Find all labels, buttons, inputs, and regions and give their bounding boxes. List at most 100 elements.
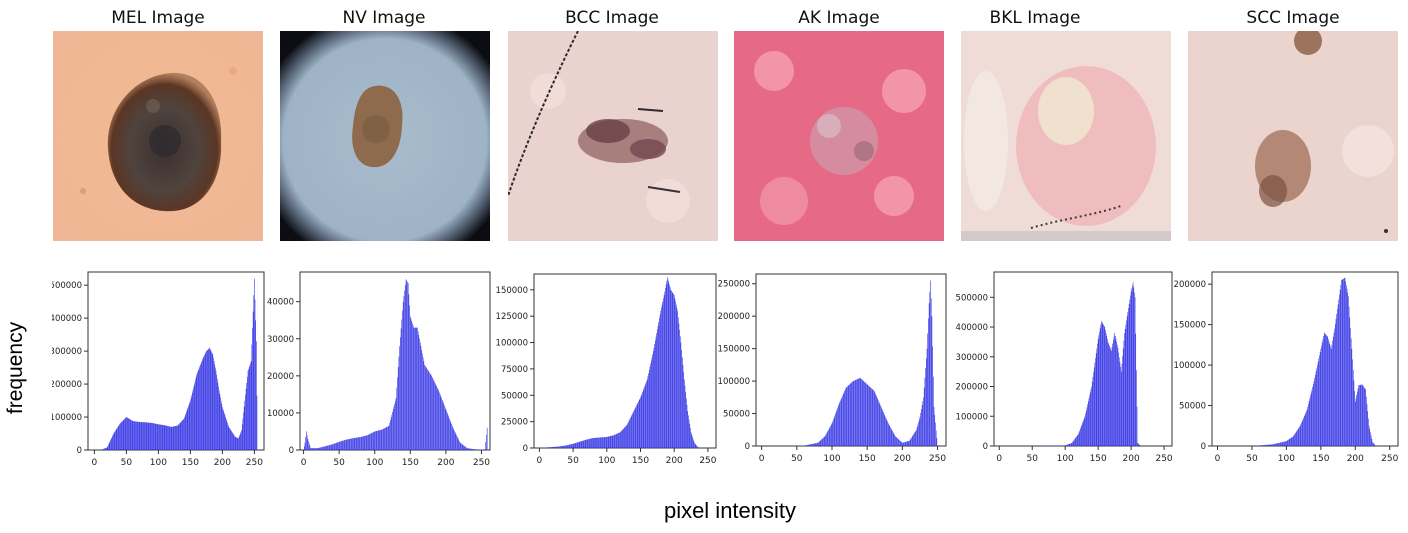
bar-mel-202	[223, 411, 224, 450]
bar-bkl-109	[1070, 443, 1072, 446]
bar-nv-240	[474, 449, 475, 450]
bar-nv-44	[334, 443, 336, 450]
bar-mel-22	[108, 444, 109, 450]
bar-bcc-69	[585, 439, 587, 448]
bar-mel-246	[251, 344, 253, 450]
bar-mel-91	[152, 423, 153, 450]
bar-nv-151	[410, 318, 412, 450]
bar-mel-85	[148, 422, 150, 450]
bar-bkl-174	[1113, 336, 1115, 446]
hist-panel-scc: 0 50 100 150 200 250 0 50000 100000 150000 200000	[1172, 268, 1400, 482]
bar-bcc-224	[690, 427, 691, 448]
bar-ak-143	[861, 379, 863, 446]
bar-nv-24	[320, 447, 321, 450]
bar-nv-107	[379, 430, 380, 450]
bar-bcc-103	[608, 436, 610, 448]
bar-ak-192	[896, 437, 898, 446]
bar-mel-252	[255, 320, 256, 450]
bar-nv-255	[484, 449, 486, 450]
y-tick-label-bkl-400000: 400000	[956, 323, 988, 333]
bar-scc-149	[1319, 352, 1321, 446]
bar-nv-99	[373, 431, 375, 450]
bar-nv-118	[387, 426, 388, 450]
bar-ak-225	[919, 416, 921, 446]
bar-ak-190	[895, 436, 896, 446]
bar-bcc-225	[690, 432, 692, 448]
bar-bcc-75	[589, 438, 591, 448]
bar-mel-170	[202, 357, 204, 450]
x-tick-label-bkl-50: 50	[1027, 454, 1039, 464]
bar-mel-34	[115, 429, 117, 450]
bar-nv-30	[324, 446, 326, 450]
bar-mel-100	[158, 424, 159, 450]
bar-bkl-210	[1137, 443, 1139, 446]
bar-ak-142	[861, 379, 862, 446]
bar-scc-69	[1264, 444, 1266, 446]
bar-ak-175	[884, 415, 886, 446]
bar-scc-204	[1357, 388, 1359, 446]
bar-mel-221	[235, 437, 237, 450]
bar-mel-250	[254, 278, 255, 450]
bar-nv-110	[381, 429, 383, 450]
bar-nv-45	[335, 443, 336, 450]
bar-bkl-162	[1105, 332, 1107, 446]
bar-ak-179	[887, 421, 888, 446]
bar-scc-73	[1267, 444, 1269, 446]
bar-nv-129	[395, 400, 396, 450]
bar-scc-173	[1336, 314, 1337, 446]
bar-nv-193	[440, 396, 442, 450]
bar-bcc-21	[553, 446, 554, 448]
bar-ak-189	[894, 434, 895, 446]
bar-ak-214	[911, 436, 913, 446]
bar-scc-225	[1372, 441, 1373, 446]
bar-bcc-171	[654, 344, 655, 448]
bar-scc-72	[1266, 444, 1268, 446]
bar-bcc-26	[556, 446, 558, 448]
bar-mel-160	[196, 374, 198, 450]
bar-scc-80	[1272, 444, 1273, 446]
bar-bcc-31	[559, 446, 561, 448]
y-tick-label-scc-50000: 50000	[1179, 402, 1206, 412]
bar-scc-66	[1262, 445, 1264, 446]
bar-nv-141	[403, 296, 405, 450]
bar-mel-201	[222, 409, 224, 450]
bar-bkl-152	[1099, 331, 1100, 446]
bar-bcc-67	[584, 440, 585, 448]
bar-bcc-184	[663, 298, 664, 448]
bar-mel-137	[181, 420, 183, 450]
bar-nv-22	[318, 447, 320, 450]
bar-scc-227	[1373, 443, 1375, 446]
bar-nv-71	[353, 438, 355, 450]
bar-nv-148	[408, 294, 410, 450]
bar-mel-69	[138, 421, 139, 450]
bar-bkl-120	[1078, 434, 1079, 446]
bar-nv-227	[464, 446, 466, 450]
bar-mel-90	[151, 422, 153, 450]
bar-nv-180	[431, 375, 432, 450]
bar-nv-19	[316, 448, 318, 450]
bar-bcc-165	[650, 363, 651, 448]
bar-ak-198	[900, 441, 902, 446]
bar-ak-247	[935, 422, 936, 446]
bar-mel-204	[224, 415, 226, 450]
bar-scc-224	[1371, 438, 1373, 446]
bar-nv-80	[360, 437, 361, 450]
bar-mel-38	[118, 425, 120, 450]
bar-bcc-10	[545, 447, 547, 448]
bar-bcc-57	[577, 442, 579, 448]
bar-nv-256	[485, 442, 487, 450]
bar-ak-228	[921, 405, 923, 446]
bar-ak-207	[907, 441, 908, 446]
bar-bcc-94	[602, 437, 604, 448]
bar-nv-13	[312, 448, 314, 450]
bar-mel-151	[190, 397, 192, 450]
bar-bcc-18	[551, 447, 552, 448]
nv-lesion-image	[280, 31, 490, 241]
bar-mel-134	[179, 422, 181, 450]
bar-ak-151	[867, 384, 869, 446]
bar-bcc-66	[583, 440, 585, 448]
bar-nv-25	[321, 447, 322, 450]
y-tick-label-mel-0: 0	[77, 446, 82, 456]
bar-scc-61	[1259, 445, 1260, 446]
bar-bcc-179	[659, 314, 661, 448]
